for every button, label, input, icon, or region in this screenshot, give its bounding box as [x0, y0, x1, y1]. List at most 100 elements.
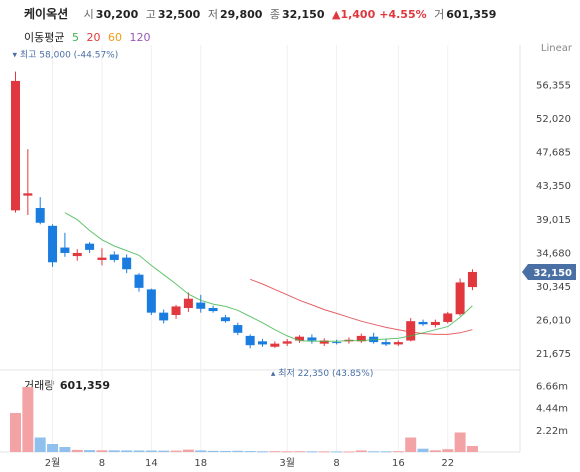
volume-bar	[466, 445, 478, 452]
candle-body	[48, 225, 58, 263]
stock-name: 케이옥션	[24, 7, 69, 21]
candle-body	[208, 308, 218, 312]
y-tick-label: 30,345	[536, 282, 571, 293]
low-label: 저	[207, 8, 218, 21]
volume-bar	[207, 450, 219, 452]
high-label: 고	[145, 8, 156, 21]
volume-bar	[34, 437, 46, 452]
ma5-label[interactable]: 5	[71, 31, 79, 44]
open-value: 30,200	[95, 8, 139, 21]
x-tick-label: 8	[99, 458, 105, 469]
ma20-label[interactable]: 20	[86, 31, 101, 44]
quote-header: 케이옥션 시 30,200 고 32,500 저 29,800 종 32,150 ▲1,…	[24, 5, 496, 22]
volume-bar	[306, 451, 318, 453]
y-tick-label: 26,010	[536, 316, 571, 327]
volume-bar	[10, 413, 21, 452]
high-value: 32,500	[157, 8, 201, 21]
close-value: 32,150	[282, 8, 325, 21]
candle-body	[196, 302, 206, 309]
volume-bar	[96, 450, 108, 452]
x-tick-label: 3월	[279, 457, 295, 469]
candle-body	[332, 342, 342, 344]
candle-body	[122, 257, 132, 270]
volume-bar	[195, 450, 207, 452]
candle-body	[258, 341, 267, 345]
volume-bar	[182, 449, 194, 452]
volume-bar	[380, 451, 392, 453]
volume-bar	[108, 450, 120, 452]
volume-bar	[158, 450, 170, 452]
candle-body	[319, 340, 329, 344]
scale-type-label[interactable]: Linear	[540, 43, 572, 54]
volume-bar	[84, 450, 96, 452]
candle-body	[146, 289, 156, 313]
candle-body	[381, 342, 391, 345]
x-tick-label: 22	[441, 458, 454, 469]
volume-bar	[454, 432, 466, 452]
high-marker-label: ▾ 최고 58,000 (-44.57%)	[13, 50, 119, 61]
volume-bar	[121, 450, 133, 452]
current-price-tag	[522, 263, 576, 280]
volume-bar	[47, 444, 59, 452]
candle-body	[183, 298, 193, 308]
volume-value: 601,359	[446, 8, 497, 21]
volume-bar	[417, 448, 429, 452]
candle-body	[443, 313, 453, 322]
ma120-label[interactable]: 120	[129, 31, 151, 44]
y-tick-label: 56,355	[536, 80, 571, 91]
volume-bar	[368, 451, 380, 453]
ma5-line	[64, 212, 473, 342]
candle-body	[109, 254, 119, 260]
change-percent: +4.55%	[379, 8, 427, 21]
volume-bar	[232, 450, 244, 452]
volume-bar	[355, 450, 367, 452]
candle-body	[60, 247, 70, 253]
candle-body	[97, 257, 107, 260]
candle-body	[307, 337, 317, 341]
volume-bar	[257, 451, 268, 453]
candle-body	[245, 335, 255, 346]
volume-bar	[392, 451, 404, 453]
moving-average-legend[interactable]: 이동평균 5 20 60 120	[24, 29, 154, 45]
x-tick-label: 14	[145, 458, 158, 469]
x-tick-label: 16	[392, 458, 405, 469]
volume-bar	[343, 451, 355, 453]
volume-bar	[318, 451, 330, 453]
volume-bar	[281, 451, 293, 453]
volume-bar	[133, 450, 145, 452]
candle-body	[233, 325, 243, 333]
y-tick-label: 52,020	[536, 114, 571, 125]
volume-bar	[442, 449, 454, 452]
change-value: ▲1,400	[331, 8, 376, 21]
y-tick-label: 43,350	[536, 181, 571, 192]
volume-bar	[405, 437, 417, 452]
volume-bar	[59, 447, 71, 452]
volume-tick-label: 4.44m	[536, 404, 568, 415]
volume-tick-label: 2.22m	[536, 426, 568, 437]
y-tick-label: 34,680	[536, 248, 571, 259]
ma60-label[interactable]: 60	[107, 31, 122, 44]
ma20-line	[250, 278, 473, 335]
open-label: 시	[83, 8, 94, 21]
candle-body	[282, 341, 292, 344]
volume-bar	[331, 451, 343, 453]
low-marker-label: ▴ 최저 22,350 (43.85%)	[271, 368, 374, 379]
close-label: 종	[269, 8, 281, 21]
x-tick-label: 2월	[45, 457, 61, 469]
candle-body	[418, 321, 428, 325]
volume-bar	[145, 450, 157, 452]
candle-body	[455, 282, 465, 315]
candle-body	[270, 343, 280, 347]
ma-legend-label: 이동평균	[24, 31, 65, 44]
y-tick-label: 21,675	[536, 349, 571, 360]
candle-body	[23, 193, 33, 196]
current-price-label: 32,150	[533, 268, 572, 279]
volume-bar	[294, 451, 306, 453]
candle-body	[393, 342, 403, 345]
volume-bar	[244, 451, 256, 453]
candle-body	[430, 321, 440, 326]
volume-bar	[269, 451, 281, 453]
volume-bar	[71, 449, 83, 452]
volume-bar	[22, 387, 34, 452]
